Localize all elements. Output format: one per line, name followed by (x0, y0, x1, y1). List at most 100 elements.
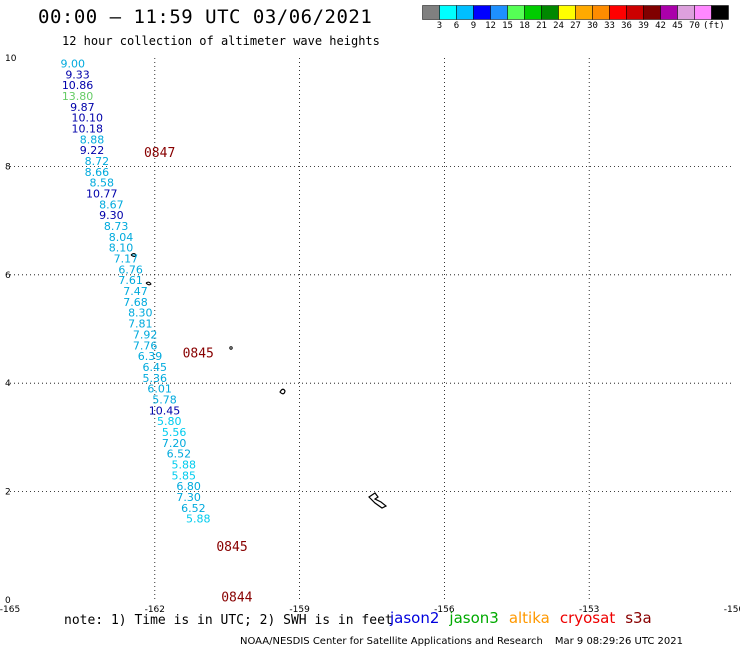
color-swatch (711, 5, 729, 20)
color-scale-label: 18 (519, 21, 530, 31)
color-scale-label: 42 (655, 21, 666, 31)
wave-height-point: 10.18 (71, 122, 103, 135)
wave-height-point: 6.39 (138, 350, 163, 363)
color-scale-label: 24 (553, 21, 564, 31)
wave-height-point: 9.00 (60, 57, 85, 70)
pass-time-label: 0845 (183, 346, 214, 361)
wave-height-point: 8.72 (85, 155, 110, 168)
islands (130, 253, 388, 509)
y-tick-label: 10 (5, 54, 17, 64)
island-5 (368, 492, 388, 509)
wave-height-point: 5.36 (143, 372, 168, 385)
pass-time-label: 0845 (216, 540, 247, 555)
color-scale-label: 30 (587, 21, 598, 31)
legend-item-altika: altika (508, 609, 550, 627)
wave-height-point: 6.80 (176, 480, 201, 493)
wave-height-point: 7.30 (176, 491, 201, 504)
y-tick-label: 2 (5, 488, 11, 498)
color-scale-bar (422, 5, 729, 20)
wave-height-point: 5.80 (157, 415, 182, 428)
page-subtitle: 12 hour collection of altimeter wave hei… (62, 34, 380, 48)
wave-height-point: 5.56 (162, 426, 187, 439)
wave-height-point: 6.45 (143, 361, 168, 374)
legend-item-s3a: s3a (625, 609, 652, 627)
color-swatch (609, 5, 627, 20)
color-scale-label: 12 (485, 21, 496, 31)
color-scale-label: 9 (470, 21, 477, 31)
color-swatch (456, 5, 474, 20)
color-scale-label: 36 (621, 21, 632, 31)
color-swatch (660, 5, 678, 20)
wave-height-point: 7.61 (118, 274, 143, 287)
island-2 (145, 281, 152, 286)
wave-height-point: 9.33 (65, 68, 90, 81)
x-tick-label: -156 (434, 605, 455, 615)
wave-height-point: 8.04 (109, 231, 134, 244)
legend-item-cryosat: cryosat (559, 609, 616, 627)
wave-height-point: 8.66 (85, 166, 110, 179)
color-swatch (592, 5, 610, 20)
color-swatch (507, 5, 525, 20)
pass-time-label: 0844 (221, 590, 252, 605)
color-scale-label: 39 (638, 21, 649, 31)
island-4 (279, 388, 286, 395)
wave-height-point: 8.10 (109, 242, 134, 255)
color-scale-unit: (ft) (703, 21, 725, 31)
wave-height-point: 7.76 (133, 339, 158, 352)
units-note: note: 1) Time is in UTC; 2) SWH is in fe… (64, 613, 393, 628)
y-tick-label: 8 (5, 162, 11, 172)
wave-height-point: 7.68 (123, 296, 148, 309)
color-swatch (541, 5, 559, 20)
wave-height-point: 8.58 (89, 177, 114, 190)
color-scale-label: 27 (570, 21, 581, 31)
wave-height-point: 10.86 (62, 79, 94, 92)
color-scale-label: 6 (453, 21, 460, 31)
wave-height-point: 8.67 (99, 198, 124, 211)
x-tick-label: -162 (145, 605, 165, 615)
wave-height-point: 6.76 (118, 263, 143, 276)
color-scale-label: 33 (604, 21, 615, 31)
wave-height-point: 5.88 (172, 459, 197, 472)
color-swatch (575, 5, 593, 20)
satellite-legend: jason2 jason3 altika cryosat s3a (390, 609, 662, 627)
wave-height-point: 7.92 (133, 328, 158, 341)
wave-height-point: 6.52 (167, 448, 192, 461)
wave-height-point: 13.80 (62, 90, 94, 103)
color-swatch (558, 5, 576, 20)
wave-height-point: 7.81 (128, 318, 153, 331)
credit-line: NOAA/NESDIS Center for Satellite Applica… (240, 636, 683, 647)
color-scale-label: 21 (536, 21, 547, 31)
wave-height-point: 7.47 (123, 285, 148, 298)
color-swatch (677, 5, 695, 20)
legend-item-jason3: jason3 (449, 609, 499, 627)
y-tick-label: 4 (5, 379, 11, 389)
pass-time-label: 0847 (144, 146, 175, 161)
wave-height-point: 9.87 (70, 101, 95, 114)
wave-height-point: 7.17 (114, 253, 139, 266)
wave-height-point: 10.45 (149, 404, 181, 417)
grid-lines (10, 58, 734, 600)
wave-height-point: 8.88 (80, 133, 105, 146)
island-1 (130, 253, 137, 257)
color-swatch (643, 5, 661, 20)
x-tick-label: -153 (579, 605, 599, 615)
wave-height-point: 5.85 (172, 469, 197, 482)
y-tick-label: 0 (5, 596, 11, 606)
color-swatch (694, 5, 712, 20)
color-swatch (524, 5, 542, 20)
wave-height-point: 10.10 (71, 112, 103, 125)
wave-height-point: 5.88 (186, 513, 211, 526)
color-swatch (422, 5, 440, 20)
pass-time-labels: 0847 0845 0845 0844 (144, 146, 253, 605)
color-scale-labels: 3 6 9 12 15 18 21 24 27 30 33 36 39 42 45 70 (ft) (422, 21, 740, 35)
wave-height-point: 7.20 (162, 437, 187, 450)
legend-item-jason2: jason2 (390, 609, 440, 627)
color-scale-label: 15 (502, 21, 513, 31)
wave-height-point: 8.30 (128, 307, 153, 320)
color-swatch (626, 5, 644, 20)
page-title: 00:00 – 11:59 UTC 03/06/2021 (38, 6, 373, 28)
color-swatch (439, 5, 457, 20)
x-tick-label: -165 (0, 605, 20, 615)
x-tick-label: -150 (724, 605, 740, 615)
